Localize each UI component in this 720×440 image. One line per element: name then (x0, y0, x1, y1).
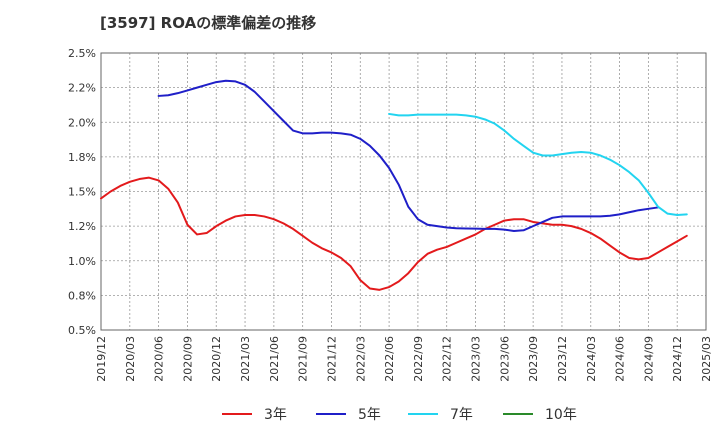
x-tick-label: 2021/09 (297, 336, 310, 382)
x-tick-label: 2024/06 (614, 336, 627, 382)
x-tick-label: 2020/09 (181, 336, 194, 382)
y-tick-label: 2.0% (68, 116, 96, 129)
legend-label-5年: 5年 (358, 407, 381, 423)
x-tick-label: 2024/03 (585, 336, 598, 382)
x-tick-label: 2021/06 (268, 336, 281, 382)
x-tick-label: 2022/06 (383, 336, 396, 382)
x-tick-label: 2020/06 (153, 336, 166, 382)
x-tick-label: 2024/09 (642, 336, 655, 382)
series-layer (100, 79, 688, 291)
series-line-5年 (157, 79, 659, 232)
x-tick-label: 2020/03 (124, 336, 137, 382)
x-tick-label: 2021/12 (325, 336, 338, 382)
legend-label-7年: 7年 (450, 407, 473, 423)
y-tick-label: 1.0% (68, 255, 96, 268)
chart-title: [3597] ROAの標準偏差の推移 (100, 14, 317, 32)
x-axis-ticks: 2019/12 2020/03 2020/06 2020/09 2020/12 2021/… (95, 336, 713, 382)
y-tick-label: 1.2% (68, 220, 96, 233)
x-tick-label: 2023/03 (470, 336, 483, 382)
grid-layer (100, 52, 707, 331)
y-axis-ticks: 0.5% 0.8% 1.0% 1.2% 1.5% 1.8% 2.0% 2.2% 2.5% (68, 47, 96, 337)
x-tick-label: 2022/09 (412, 336, 425, 382)
y-tick-label: 1.8% (68, 151, 96, 164)
x-tick-label: 2024/12 (671, 336, 684, 382)
legend-label-10年: 10年 (545, 407, 577, 423)
series-line-7年 (388, 112, 688, 217)
x-tick-label: 2022/12 (441, 336, 454, 382)
legend-label-3年: 3年 (264, 407, 287, 423)
y-tick-label: 2.5% (68, 47, 96, 60)
x-tick-label: 2023/09 (527, 336, 540, 382)
y-tick-label: 0.5% (68, 324, 96, 337)
y-tick-label: 1.5% (68, 186, 96, 199)
x-tick-label: 2020/12 (210, 336, 223, 382)
x-tick-label: 2019/12 (95, 336, 108, 382)
legend: 3年 5年 7年 10年 (222, 407, 577, 423)
y-tick-label: 2.2% (68, 82, 96, 95)
series-line-3年 (100, 176, 688, 291)
y-tick-label: 0.8% (68, 289, 96, 302)
x-tick-label: 2023/12 (556, 336, 569, 382)
x-tick-label: 2023/06 (498, 336, 511, 382)
plot-frame (100, 52, 707, 331)
x-tick-label: 2022/03 (354, 336, 367, 382)
x-tick-label: 2021/03 (239, 336, 252, 382)
x-tick-label: 2025/03 (700, 336, 713, 382)
